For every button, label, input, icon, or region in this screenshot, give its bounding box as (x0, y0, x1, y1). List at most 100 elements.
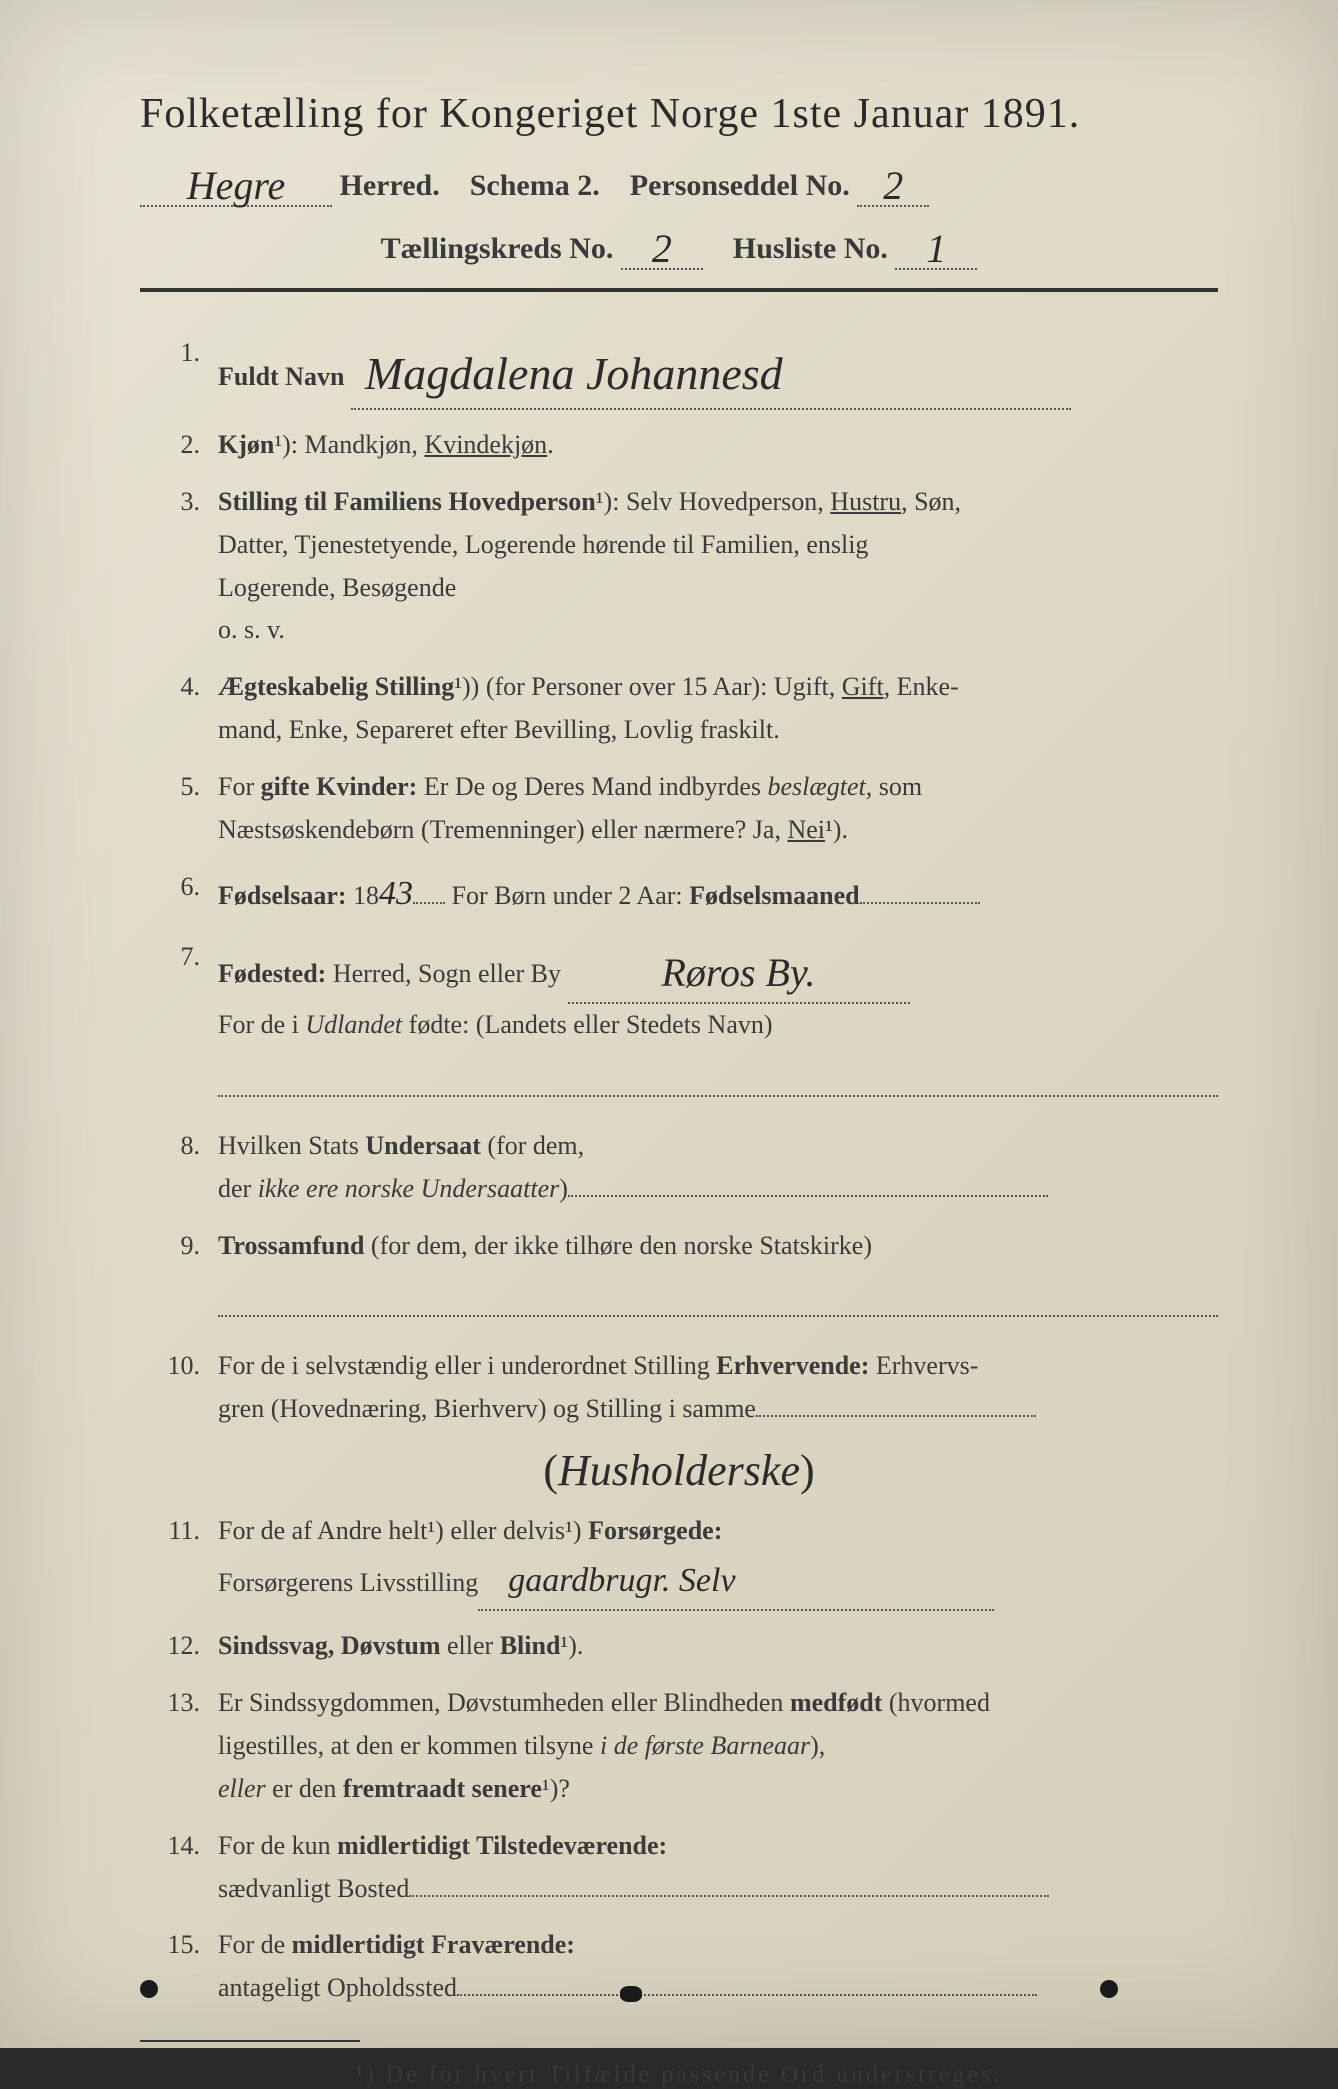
num-5: 5. (140, 766, 218, 852)
num-7: 7. (140, 936, 218, 1111)
q7-text: Herred, Sogn eller By (326, 959, 561, 988)
footnote: ¹) De for hvert Tilfælde passende Ord un… (140, 2062, 1218, 2089)
q3-1b: , Søn, (901, 487, 961, 516)
sup-5: ¹) (825, 815, 841, 844)
q5-selected: Nei (787, 815, 825, 844)
q13-b2: fremtraadt senere (343, 1774, 542, 1803)
q2-label: Kjøn (218, 430, 274, 459)
q1-value: Magdalena Johannesd (365, 336, 783, 412)
item-4: 4. Ægteskabelig Stilling¹)) (for Persone… (140, 666, 1218, 752)
period-12: . (577, 1631, 584, 1660)
husliste-no: 1 (926, 225, 946, 272)
q5-t2: som (872, 772, 922, 801)
q1-label: Fuldt Navn (218, 362, 344, 391)
q2-opts: Mandkjøn, (305, 430, 425, 459)
period-5: . (841, 815, 848, 844)
q3-label: Stilling til Familiens Hovedperson (218, 487, 596, 516)
q2-selected: Kvindekjøn (424, 430, 547, 459)
header-line-3: Tællingskreds No. 2 Husliste No. 1 (140, 221, 1218, 270)
item-11: 11. For de af Andre helt¹) eller delvis¹… (140, 1510, 1218, 1611)
item-13: 13. Er Sindssygdommen, Døvstumheden elle… (140, 1682, 1218, 1811)
q4-rest: , Enke- (884, 672, 959, 701)
item-5: 5. For gifte Kvinder: Er De og Deres Man… (140, 766, 1218, 852)
num-1: 1. (140, 332, 218, 410)
q11-line2: Forsørgerens Livsstilling (218, 1568, 478, 1597)
q10-value-line: (Husholderske) (140, 1445, 1218, 1496)
item-10: 10. For de i selvstændig eller i underor… (140, 1345, 1218, 1431)
q8-bold: Undersaat (365, 1131, 481, 1160)
divider-thick (140, 288, 1218, 292)
num-9: 9. (140, 1225, 218, 1332)
q12-bold: Sindssvag, Døvstum (218, 1631, 441, 1660)
q15-line2: antageligt Opholdssted (218, 1973, 457, 2002)
q6-label: Fødselsaar: (218, 881, 347, 910)
q11-bold: Forsørgede: (588, 1516, 722, 1545)
item-8: 8. Hvilken Stats Undersaat (for dem, der… (140, 1125, 1218, 1211)
item-3: 3. Stilling til Familiens Hovedperson¹):… (140, 481, 1218, 653)
num-12: 12. (140, 1625, 218, 1668)
q15-text: For de (218, 1930, 292, 1959)
q11-t1: For de af Andre helt¹) eller delvis¹) (218, 1516, 588, 1545)
q6-prefix: 18 (347, 881, 380, 910)
item-14: 14. For de kun midlertidigt Tilstedevære… (140, 1825, 1218, 1911)
q5-line2: Næstsøskendebørn (Tremenninger) eller næ… (218, 815, 787, 844)
num-13: 13. (140, 1682, 218, 1811)
kreds-no: 2 (652, 225, 672, 272)
q8-2a: der (218, 1174, 258, 1203)
sup-12: ¹) (560, 1631, 576, 1660)
q7-2a: For de i (218, 1010, 305, 1039)
q6-year: 43 (379, 875, 413, 912)
q14-text: For de kun (218, 1831, 337, 1860)
q12-text: eller (441, 1631, 500, 1660)
q11-value: gaardbrugr. Selv (508, 1562, 735, 1599)
q3-selected: Hustru (830, 487, 901, 516)
q7-2b: Udlandet (305, 1010, 402, 1039)
num-2: 2. (140, 424, 218, 467)
q3-line3: Logerende, Besøgende (218, 573, 456, 602)
q6-text: For Børn under 2 Aar: (452, 881, 690, 910)
q4-line2: mand, Enke, Separeret efter Bevilling, L… (218, 715, 780, 744)
q7-2c: fødte: (Landets eller Stedets Navn) (402, 1010, 772, 1039)
header-line-2: Hegre Herred. Schema 2. Personseddel No.… (140, 158, 1218, 207)
q13-b1: medfødt (790, 1688, 882, 1717)
q10-t1: For de i selvstændig eller i underordnet… (218, 1351, 716, 1380)
item-1: 1. Fuldt Navn Magdalena Johannesd (140, 332, 1218, 410)
item-12: 12. Sindssvag, Døvstum eller Blind¹). (140, 1625, 1218, 1668)
q4-paren: (for Personer over 15 Aar): Ugift, (486, 672, 842, 701)
q5-bold: gifte Kvinder: (261, 772, 418, 801)
q3-line4: o. s. v. (218, 615, 285, 644)
q12-bold2: Blind (500, 1631, 561, 1660)
num-3: 3. (140, 481, 218, 653)
q10-value: Husholderske (558, 1446, 800, 1495)
item-6: 6. Fødselsaar: 1843 For Børn under 2 Aar… (140, 866, 1218, 922)
q14-bold: midlertidigt Tilstedeværende: (337, 1831, 667, 1860)
herred-label: Herred. (340, 169, 440, 202)
herred-value: Hegre (187, 162, 285, 209)
ink-spot-left (140, 1980, 158, 1998)
ink-spot-right (1100, 1980, 1118, 1998)
q4-label: Ægteskabelig Stilling (218, 672, 454, 701)
q5-a: For (218, 772, 261, 801)
num-14: 14. (140, 1825, 218, 1911)
q10-bold: Erhvervende: (716, 1351, 869, 1380)
q10-line2: gren (Hovednæring, Bierhverv) og Stillin… (218, 1394, 756, 1423)
divider-thin (140, 2040, 360, 2042)
q14-line2: sædvanligt Bosted (218, 1874, 409, 1903)
q8-t1: Hvilken Stats (218, 1131, 365, 1160)
q13-2c: ), (810, 1731, 825, 1760)
period-2: . (547, 430, 554, 459)
personseddel-no: 2 (883, 162, 903, 209)
q7-value: Røros By. (661, 940, 815, 1006)
ink-spot-center (620, 1986, 642, 2002)
q9-bold: Trossamfund (218, 1231, 364, 1260)
q13-3a: eller (218, 1774, 266, 1803)
q13-t2: (hvormed (882, 1688, 990, 1717)
sup-3: ¹) (596, 487, 612, 516)
num-6: 6. (140, 866, 218, 922)
num-4: 4. (140, 666, 218, 752)
num-10: 10. (140, 1345, 218, 1431)
item-2: 2. Kjøn¹): Mandkjøn, Kvindekjøn. (140, 424, 1218, 467)
q9-blank (218, 1289, 1218, 1317)
q13-2b: i de første Barneaar (600, 1731, 810, 1760)
q8-2b: ikke ere norske Undersaatter (258, 1174, 560, 1203)
